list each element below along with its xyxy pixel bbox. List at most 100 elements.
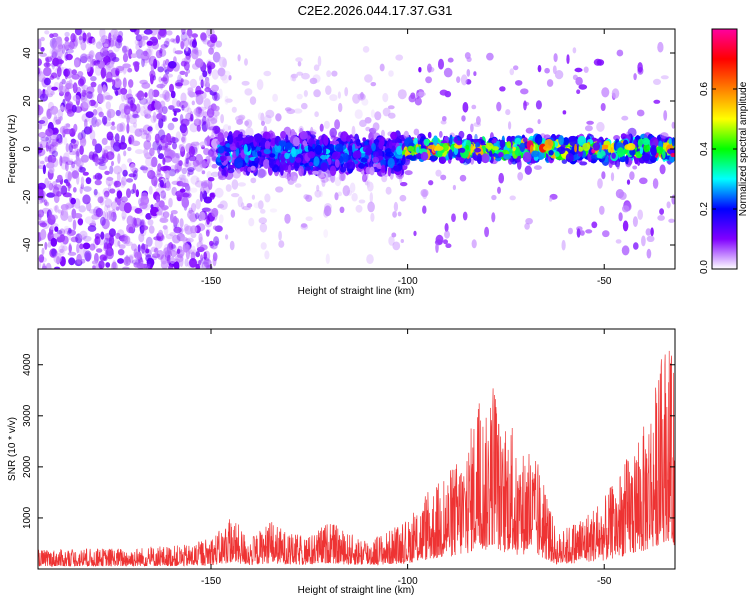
spectrogram-cell <box>153 247 159 254</box>
spectrogram-cell <box>207 105 215 115</box>
spectrogram-cell <box>109 39 118 47</box>
spectrogram-cell <box>186 29 193 37</box>
spectrogram-cell <box>41 265 48 269</box>
spectrogram-cell <box>193 118 202 127</box>
spectrogram-cell <box>329 165 337 176</box>
spectrogram-cell <box>178 160 183 167</box>
spectrogram-cell <box>352 93 361 104</box>
spectrogram-cell <box>191 100 195 106</box>
spectrogram-cell <box>190 202 197 213</box>
spectrogram-cell <box>83 186 92 192</box>
spectrogram-cell <box>213 92 218 101</box>
spectrogram-cell <box>93 238 98 249</box>
spectrogram-cell <box>117 153 121 165</box>
spectrogram-cell <box>111 261 118 269</box>
spectrogram-cell <box>142 124 152 135</box>
spectrogram-cell <box>178 144 185 152</box>
spectrogram-cell <box>382 92 389 103</box>
spectrogram-cell <box>381 174 388 183</box>
spectrogram-cell <box>206 29 215 37</box>
spectrogram-cell <box>497 186 501 194</box>
spectrogram-cell <box>245 127 254 138</box>
spectrogram-cell <box>98 161 106 167</box>
spectrogram-cell <box>349 182 356 193</box>
spectrogram-cell <box>87 55 91 63</box>
spectrogram-cell <box>177 74 182 85</box>
spectrogram-cell <box>236 142 240 149</box>
spectrogram-cell <box>152 75 156 81</box>
spectrogram-cell <box>38 105 44 116</box>
spectrogram-cell <box>79 230 88 240</box>
spectrogram-cell <box>123 202 132 214</box>
spectrogram-cell <box>660 75 669 80</box>
spectrogram-cell <box>576 89 581 94</box>
spectrogram-cell <box>72 187 77 193</box>
spectrogram-cell <box>39 93 49 102</box>
spectrogram-cell <box>318 190 324 198</box>
spectrogram-cell <box>154 202 160 209</box>
spectrogram-cell <box>97 84 103 95</box>
spectrogram-cell <box>95 41 103 49</box>
spectrogram-cell <box>97 93 106 104</box>
spectrogram-cell <box>120 196 128 203</box>
spectrogram-cell <box>389 141 393 150</box>
spectrogram-cell <box>50 225 54 230</box>
spectrogram-cell <box>135 43 141 51</box>
spectrogram-cell <box>65 161 69 172</box>
spectrogram-cell <box>160 190 167 199</box>
spectrogram-cell <box>230 209 236 218</box>
spectrogram-cell <box>48 207 54 216</box>
spectrogram-cell <box>295 57 303 63</box>
spectrogram-cell <box>230 146 237 151</box>
spectrogram-cell <box>148 47 154 57</box>
spectrogram-cell <box>180 236 188 242</box>
spectrogram-cell <box>122 216 125 221</box>
spectrogram-cell <box>206 171 212 179</box>
spectrogram-cell <box>106 71 113 82</box>
spectrogram-cell <box>67 251 77 256</box>
spectrogram-cell <box>44 241 48 250</box>
spectrogram-cell <box>189 187 198 193</box>
spectrogram-cell <box>39 52 47 57</box>
spectrogram-cell <box>65 53 73 61</box>
spectrogram-cell <box>86 32 90 44</box>
spectrogram-cell <box>43 77 51 86</box>
spectrogram-cell <box>140 96 145 105</box>
spectrogram-cell <box>141 243 146 254</box>
spectrogram-cell <box>119 122 126 132</box>
spectrogram-cell <box>67 215 73 223</box>
spectrogram-cell <box>121 176 127 186</box>
spectrogram-cell <box>342 185 350 197</box>
spectrogram-cell <box>155 187 165 194</box>
spectrogram-cell <box>400 182 408 187</box>
spectrogram-cell <box>395 54 404 61</box>
spectrogram-cell <box>217 132 224 143</box>
spectrogram-cell <box>362 46 370 53</box>
spectrogram-cell <box>47 241 52 248</box>
spectrogram-cell <box>59 116 63 121</box>
spectrogram-cell <box>212 51 221 63</box>
spectrogram-cell <box>150 73 154 85</box>
spectrogram-cell <box>211 84 219 93</box>
spectrogram-cell <box>160 205 169 211</box>
spectrogram-cell <box>269 208 278 213</box>
spectrogram-cell <box>366 254 374 265</box>
spectrogram-cell <box>144 92 148 98</box>
spectrogram-cell <box>129 163 136 172</box>
spectrogram-cell <box>139 97 148 105</box>
spectrogram-cell <box>585 125 593 132</box>
spectrogram-cell <box>70 138 77 144</box>
spectrogram-cell <box>187 172 191 177</box>
spectrogram-cell <box>45 128 54 137</box>
spectrogram-cell <box>93 188 98 196</box>
spectrogram-cell <box>143 29 153 35</box>
spectrogram-cell <box>51 150 59 157</box>
spectrogram-cell <box>393 201 398 212</box>
spectrogram-cell <box>108 228 116 237</box>
spectrogram-cell <box>316 184 320 192</box>
spectrogram-cell <box>360 157 368 163</box>
spectrogram-cell <box>646 248 652 259</box>
spectrogram-cell <box>100 67 107 79</box>
spectrogram-cell <box>65 48 74 54</box>
spectrogram-cell <box>115 232 121 239</box>
